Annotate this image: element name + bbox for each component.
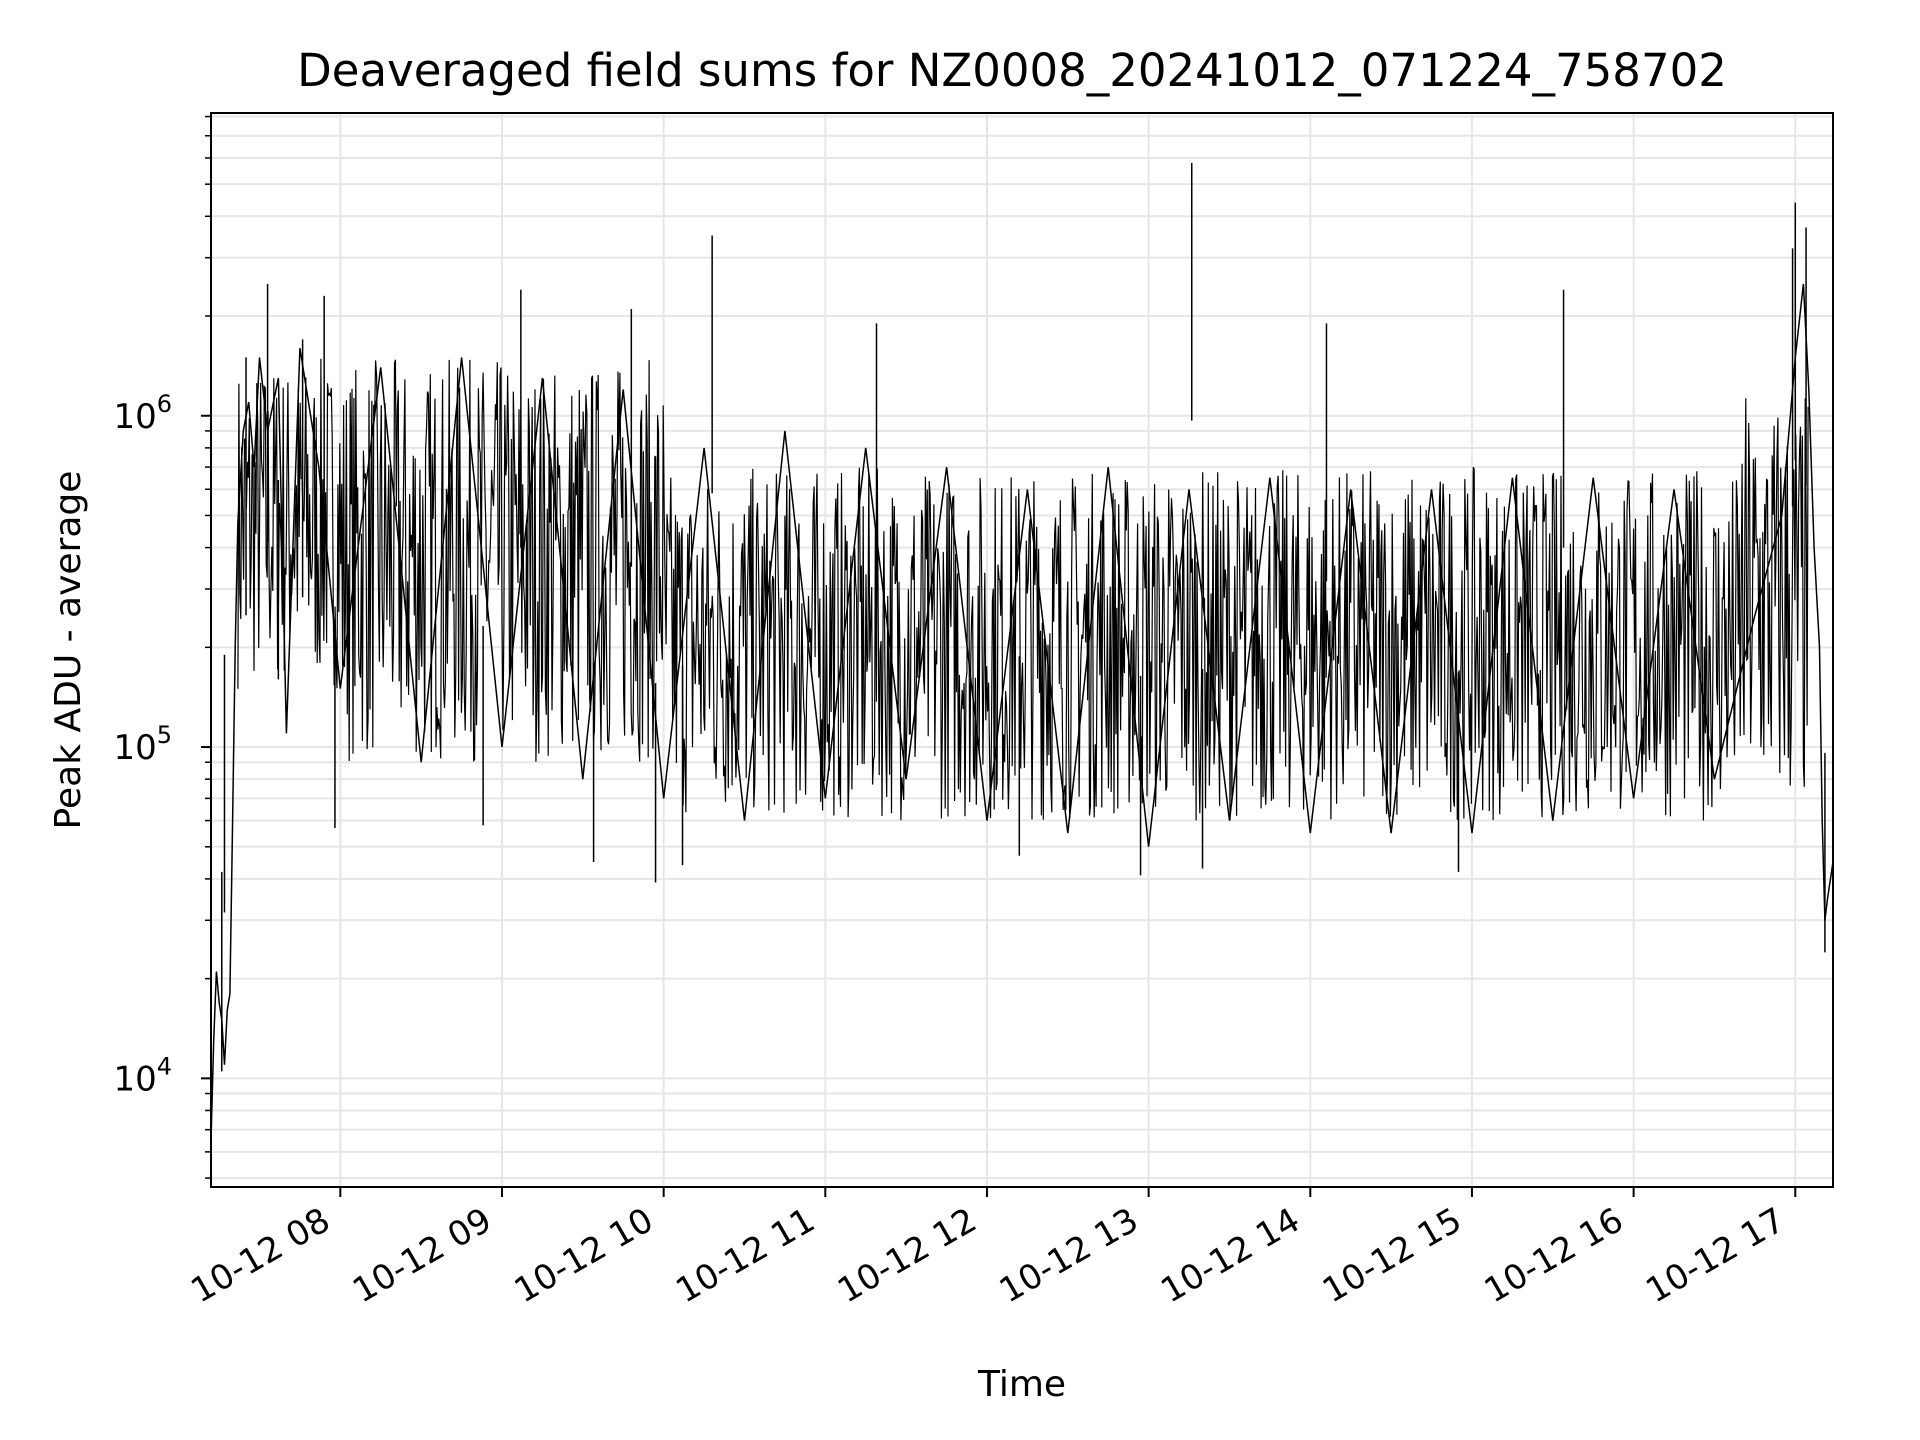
series-oscillation bbox=[237, 358, 1809, 821]
x-tick-label: 10-12 08 bbox=[184, 1200, 336, 1311]
x-axis-label: Time bbox=[977, 1364, 1066, 1405]
y-tick-label: 104 bbox=[113, 1052, 172, 1099]
series-area bbox=[210, 162, 1834, 1141]
x-tick-label: 10-12 11 bbox=[669, 1200, 821, 1311]
x-tick-label: 10-12 10 bbox=[508, 1200, 660, 1311]
x-tick-label: 10-12 12 bbox=[831, 1200, 983, 1311]
y-axis-label: Peak ADU - average bbox=[48, 471, 89, 830]
chart-title: Deaveraged field sums for NZ0008_2024101… bbox=[297, 44, 1727, 97]
y-tick-label: 105 bbox=[113, 721, 172, 768]
plot-frame bbox=[210, 112, 1834, 1188]
x-tick-label: 10-12 16 bbox=[1478, 1200, 1630, 1311]
x-tick-label: 10-12 14 bbox=[1154, 1200, 1306, 1311]
y-tick-label: 106 bbox=[113, 390, 172, 437]
x-tick-label: 10-12 13 bbox=[993, 1200, 1145, 1311]
x-tick-label: 10-12 15 bbox=[1316, 1200, 1468, 1311]
x-tick-label: 10-12 17 bbox=[1639, 1200, 1791, 1311]
x-tick-label: 10-12 09 bbox=[346, 1200, 498, 1311]
y-axis: 104 105 106 bbox=[113, 115, 211, 1179]
x-axis: 10-12 08 10-12 09 10-12 10 10-12 11 10-12 12… bbox=[184, 1187, 1797, 1311]
